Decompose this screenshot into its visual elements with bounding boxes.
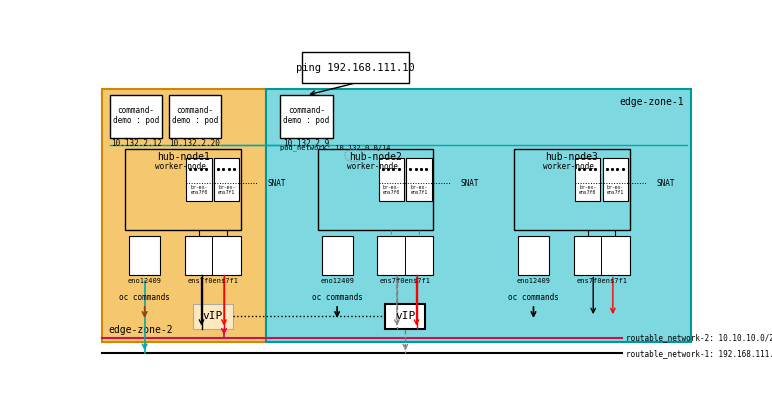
- Text: ens7f0ens7f1: ens7f0ens7f1: [576, 278, 627, 284]
- Text: ens7f0ens7f1: ens7f0ens7f1: [380, 278, 431, 284]
- Bar: [318, 149, 433, 230]
- Bar: [518, 236, 549, 275]
- Bar: [280, 95, 333, 138]
- Bar: [186, 158, 212, 201]
- Bar: [185, 236, 241, 275]
- Bar: [574, 236, 630, 275]
- Text: br-ex-
ens7f0: br-ex- ens7f0: [579, 184, 597, 196]
- Text: routable_network-2: 10.10.10.0/24: routable_network-2: 10.10.10.0/24: [626, 333, 772, 342]
- Text: 10.132.2.9: 10.132.2.9: [283, 139, 330, 148]
- Text: ens7f0ens7f1: ens7f0ens7f1: [188, 278, 239, 284]
- Text: oc commands: oc commands: [119, 293, 170, 302]
- Text: vIP: vIP: [395, 311, 415, 321]
- Text: demo : pod: demo : pod: [171, 116, 218, 125]
- Bar: [168, 95, 221, 138]
- Text: SNAT: SNAT: [460, 179, 479, 188]
- Text: edge-zone-2: edge-zone-2: [108, 325, 173, 335]
- Text: br-ex-
ens7f0: br-ex- ens7f0: [383, 184, 400, 196]
- Bar: [406, 158, 432, 201]
- Text: ping 192.168.111.10: ping 192.168.111.10: [296, 63, 415, 72]
- Bar: [379, 158, 404, 201]
- Text: edge-zone-1: edge-zone-1: [620, 97, 685, 107]
- Bar: [322, 236, 353, 275]
- Text: vIP: vIP: [203, 311, 223, 321]
- Text: command-: command-: [176, 106, 213, 115]
- Text: pod_network: 10.132.0.0/14: pod_network: 10.132.0.0/14: [280, 144, 391, 151]
- Text: br-ex-
ens7f0: br-ex- ens7f0: [190, 184, 208, 196]
- Bar: [193, 304, 233, 328]
- Bar: [385, 304, 425, 328]
- Text: command-: command-: [288, 106, 325, 115]
- Text: hub-node3: hub-node3: [546, 152, 598, 162]
- Bar: [575, 158, 601, 201]
- Bar: [266, 89, 691, 342]
- Bar: [214, 158, 239, 201]
- Bar: [603, 158, 628, 201]
- Text: routable_network-1: 192.168.111.0/24: routable_network-1: 192.168.111.0/24: [626, 349, 772, 358]
- Text: hub-node2: hub-node2: [349, 152, 402, 162]
- Bar: [125, 149, 241, 230]
- Text: 10.132.2.20: 10.132.2.20: [169, 139, 220, 148]
- Text: br-ex-
ens7f1: br-ex- ens7f1: [607, 184, 624, 196]
- Text: br-ex-
ens7f1: br-ex- ens7f1: [218, 184, 235, 196]
- Text: SNAT: SNAT: [657, 179, 676, 188]
- Text: worker-node: worker-node: [543, 162, 594, 171]
- Text: SNAT: SNAT: [268, 179, 286, 188]
- Bar: [378, 236, 433, 275]
- Text: oc commands: oc commands: [508, 293, 559, 302]
- Bar: [514, 149, 630, 230]
- Text: eno12409: eno12409: [516, 278, 550, 284]
- Text: worker-node: worker-node: [347, 162, 398, 171]
- Text: eno12409: eno12409: [127, 278, 161, 284]
- Text: demo : pod: demo : pod: [283, 116, 330, 125]
- Text: hub-node1: hub-node1: [157, 152, 209, 162]
- Text: oc commands: oc commands: [312, 293, 363, 302]
- Text: worker-node: worker-node: [154, 162, 205, 171]
- Bar: [129, 236, 160, 275]
- Text: br-ex-
ens7f1: br-ex- ens7f1: [411, 184, 428, 196]
- Bar: [303, 52, 408, 83]
- Bar: [110, 95, 162, 138]
- Text: 10.132.2.12: 10.132.2.12: [110, 139, 161, 148]
- Text: eno12409: eno12409: [320, 278, 354, 284]
- Text: command-: command-: [117, 106, 154, 115]
- Text: demo : pod: demo : pod: [113, 116, 159, 125]
- Bar: [102, 89, 266, 342]
